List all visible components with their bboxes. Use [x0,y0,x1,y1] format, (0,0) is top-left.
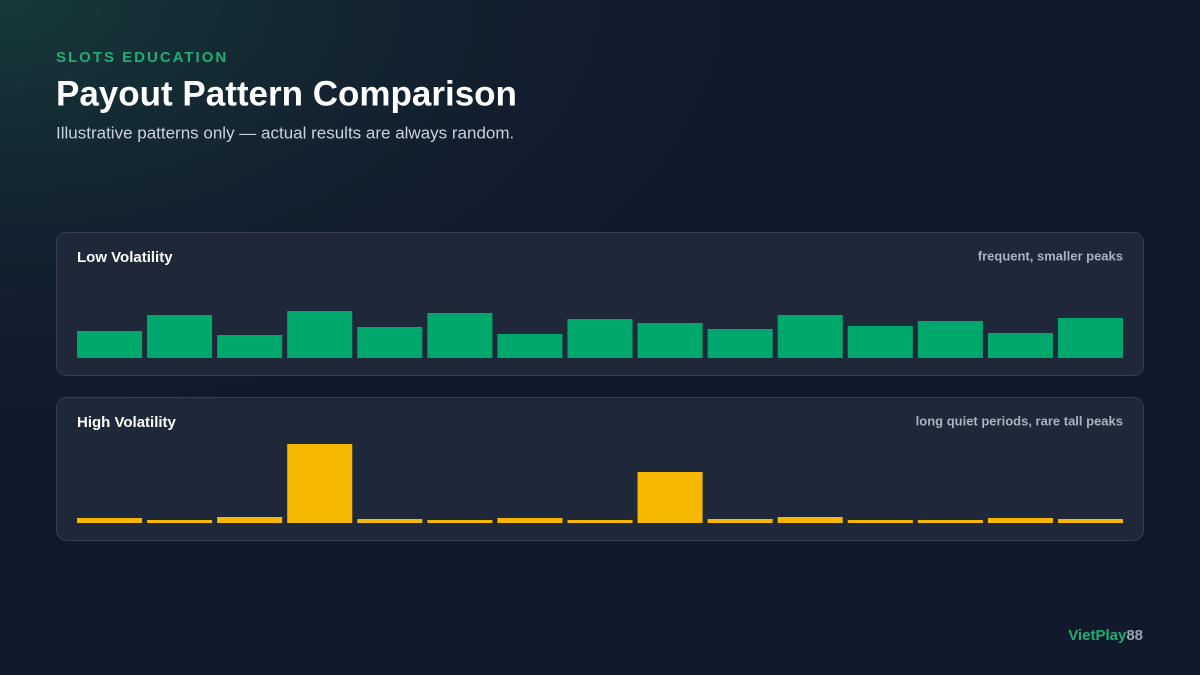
bar [777,517,843,523]
bar [357,519,423,523]
brand-name: VietPlay [1068,627,1127,644]
bar [987,333,1053,358]
title: Payout Pattern Comparison [56,74,517,113]
bar [147,520,213,523]
bar [847,326,913,358]
bar [637,323,703,358]
panel-title: High Volatility [77,414,177,431]
bar [917,520,983,523]
bar [1057,519,1123,523]
bar [1057,318,1123,358]
bar [287,311,353,358]
brand: VietPlay88 [1068,627,1143,644]
panel-title: Low Volatility [77,249,173,266]
subtitle: Illustrative patterns only — actual resu… [56,123,514,142]
bar [287,444,353,523]
panel-annotation: long quiet periods, rare tall peaks [916,413,1123,428]
bar [637,472,703,523]
bar [917,321,983,358]
bar [497,334,563,358]
bar [847,520,913,523]
bar [777,315,843,358]
brand-number: 88 [1126,627,1143,644]
bar [497,518,563,523]
charts: Low Volatility frequent, smaller peaks Hig… [56,232,1144,541]
eyebrow: SLOTS EDUCATION [56,49,228,66]
bar [77,518,143,523]
bar [427,313,493,358]
panel-annotation: frequent, smaller peaks [978,248,1123,263]
bar [567,319,633,358]
bar [217,517,283,523]
bar [427,520,493,523]
bar [77,331,143,358]
bar [707,329,773,358]
bar [217,335,283,358]
bar [987,518,1053,523]
bar [147,315,213,358]
bar [567,520,633,523]
bar [357,327,423,358]
bar [707,519,773,523]
